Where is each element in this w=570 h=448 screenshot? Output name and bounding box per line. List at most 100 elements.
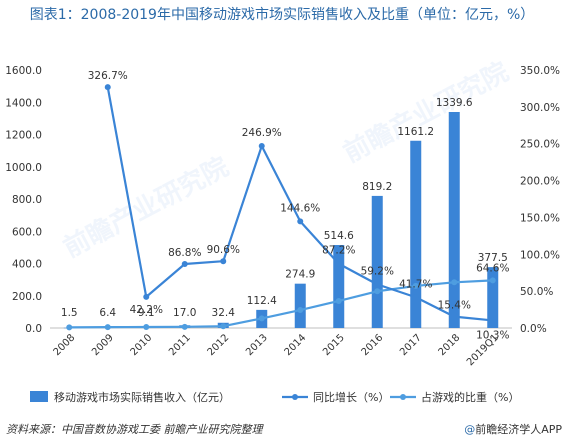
growth-value-label: 326.7%: [88, 70, 128, 82]
legend-bar-label: 移动游戏市场实际销售收入（亿元）: [54, 390, 230, 404]
y-left-tick-label: 0.0: [25, 323, 42, 335]
share-point: [143, 323, 150, 330]
share-point: [258, 315, 265, 322]
data-labels: 1.5 6.4 9.1 17.0 32.4 112.4 274.9 514.6 819.2 116…: [61, 70, 510, 341]
bar-value-label: 514.6: [324, 230, 354, 242]
legend[interactable]: 移动游戏市场实际销售收入（亿元） 同比增长（%） 占游戏的比重（%）: [30, 390, 519, 404]
legend-growth-marker: [292, 394, 298, 400]
bar-value-label: 819.2: [362, 181, 392, 193]
brand-credit: @前瞻经济学人APP: [464, 421, 562, 437]
y-left-tick-label: 800.0: [12, 194, 42, 206]
share-point: [220, 323, 227, 330]
x-tick-label: 2014: [283, 332, 309, 358]
bar-value-label: 274.9: [285, 269, 315, 281]
share-point: [181, 323, 188, 330]
y-left-tick-label: 1000.0: [5, 162, 42, 174]
y-right-tick-label: 350.0%: [520, 65, 560, 77]
y-left-tick-label: 1400.0: [5, 97, 42, 109]
y-right-tick-label: 200.0%: [520, 176, 560, 188]
bar-value-label: 17.0: [173, 307, 196, 319]
growth-value-label: 87.2%: [322, 245, 355, 257]
x-tick-label: 2017: [398, 332, 424, 358]
share-point: [104, 324, 111, 331]
growth-value-label: 144.6%: [280, 202, 320, 214]
bar: [410, 140, 422, 328]
growth-point: [181, 261, 188, 268]
y-right-tick-label: 150.0%: [520, 212, 560, 224]
x-tick-label: 2011: [167, 332, 193, 358]
growth-value-label: 15.4%: [438, 300, 471, 312]
bar-value-label: 6.4: [99, 307, 116, 319]
watermark-text: 前瞻产业研究院: [338, 56, 513, 169]
source-note: 资料来源：中国音数协游戏工委 前瞻产业研究院整理: [6, 423, 263, 436]
y-right-tick-label: 100.0%: [520, 249, 560, 261]
y-left-tick-label: 200.0: [12, 291, 42, 303]
growth-point: [374, 281, 381, 288]
growth-value-label: 86.8%: [168, 247, 201, 259]
growth-value-label: 90.6%: [207, 244, 240, 256]
x-tick-label: 2010: [129, 332, 155, 358]
brand-mark: @: [464, 423, 476, 436]
growth-point: [335, 260, 342, 267]
y-right-tick-label: 50.0%: [520, 286, 553, 298]
share-point: [412, 282, 419, 289]
growth-value-label: 59.2%: [361, 265, 394, 277]
share-point: [374, 288, 381, 295]
share-point: [66, 324, 73, 331]
growth-point: [451, 313, 458, 320]
bar: [371, 195, 383, 328]
growth-point: [412, 294, 419, 301]
bar-value-label: 1.5: [61, 307, 78, 319]
growth-value-label: 246.9%: [242, 127, 282, 139]
y-left-tick-label: 1600.0: [5, 65, 42, 77]
growth-point: [143, 293, 150, 300]
growth-point: [489, 317, 496, 324]
share-value-label: 64.6%: [476, 262, 509, 274]
x-tick-label: 2013: [244, 332, 270, 358]
bar-value-label: 1161.2: [397, 126, 434, 138]
bar: [487, 267, 499, 328]
share-point: [451, 279, 458, 286]
share-point: [297, 307, 304, 314]
brand-name: 前瞻经济学人APP: [475, 423, 562, 436]
lines: [66, 84, 496, 331]
y-left-tick-label: 600.0: [12, 226, 42, 238]
bar-value-label: 1339.6: [436, 97, 473, 109]
legend-bar-swatch: [30, 391, 48, 402]
share-point: [335, 297, 342, 304]
bar: [333, 245, 345, 328]
x-tick-label: 2009: [90, 332, 116, 358]
growth-point: [104, 84, 111, 91]
bar: [448, 111, 460, 328]
growth-value-label: 10.3%: [476, 329, 509, 341]
share-line: [69, 279, 493, 329]
bar-value-label: 112.4: [247, 295, 277, 307]
legend-share-marker: [400, 394, 406, 400]
x-tick-label: 2016: [360, 332, 386, 358]
y-right-tick-label: 300.0%: [520, 102, 560, 114]
share-point: [489, 277, 496, 284]
legend-share-label: 占游戏的比重（%）: [421, 390, 519, 404]
bar: [294, 283, 306, 328]
growth-value-label: 41.7%: [399, 278, 432, 290]
bar-value-label: 32.4: [212, 307, 236, 319]
x-tick-label: 2012: [206, 332, 232, 358]
y-left-tick-label: 400.0: [12, 259, 42, 271]
growth-point: [220, 258, 227, 265]
growth-point: [297, 218, 304, 225]
y-right-tick-label: 0.0%: [520, 323, 547, 335]
y-left-tick-label: 1200.0: [5, 130, 42, 142]
chart-title: 图表1：2008-2019年中国移动游戏市场实际销售收入及比重（单位：亿元，%）: [29, 7, 535, 23]
bar-value-label: 377.5: [478, 252, 508, 264]
x-tick-label: 2008: [52, 332, 78, 358]
axes: 0.0 200.0 400.0 600.0 800.0 1000.0 1200.0 1400.…: [5, 65, 560, 368]
growth-value-label: 42.2%: [130, 304, 163, 316]
x-tick-label: 2018: [437, 332, 463, 358]
bar-value-label: 9.1: [138, 307, 155, 319]
growth-point: [258, 142, 265, 149]
x-tick-label: 2015: [321, 332, 347, 358]
y-right-tick-label: 250.0%: [520, 139, 560, 151]
legend-growth-label: 同比增长（%）: [313, 390, 389, 404]
